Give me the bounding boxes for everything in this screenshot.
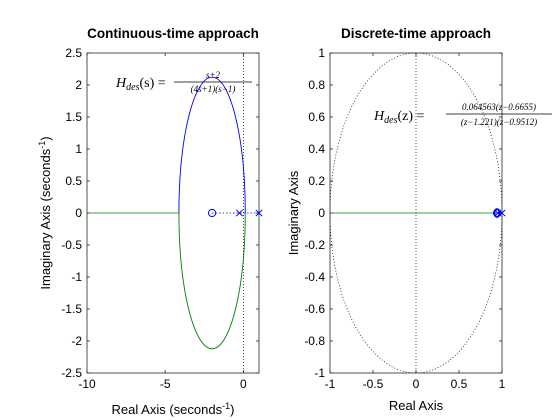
continuous-xlabel: Real Axis (seconds-1) (112, 401, 235, 417)
discrete-xtick-label: 0.5 (451, 377, 468, 391)
discrete-ytick-label: -1 (314, 366, 325, 380)
continuous-ytick-label: -0.5 (61, 238, 82, 252)
continuous-eq-denominator: (4s+1)(s−1) (191, 84, 236, 94)
discrete-axis-ticks: -1 -0.5 0 0.5 1 -1 -0.8 -0.6 -0.4 -0.2 0 0.2 0.4 0.6 0… (304, 46, 505, 391)
discrete-xlabel: Real Axis (389, 398, 444, 413)
discrete-xtick-label: -0.5 (363, 377, 384, 391)
discrete-ytick-label: -0.6 (304, 302, 325, 316)
continuous-transfer-function: Hdes(s) = s+2 (4s+1)(s−1) (115, 70, 252, 94)
discrete-locus-loop (493, 208, 501, 218)
discrete-ytick-label: 0 (318, 206, 325, 220)
continuous-eq-numerator: s+2 (206, 70, 221, 80)
continuous-xtick-label: -5 (160, 377, 171, 391)
continuous-ylabel: Imaginary Axis (seconds-1) (37, 136, 53, 289)
continuous-eq-lhs: Hdes(s) = (115, 76, 166, 93)
continuous-xtick-label: 0 (240, 377, 247, 391)
discrete-eq-numerator: 0.064563(z−0.6655) (462, 102, 536, 112)
discrete-ytick-label: -0.8 (304, 334, 325, 348)
continuous-ytick-label: 0.5 (65, 174, 82, 188)
continuous-locus (87, 76, 259, 350)
discrete-eq-lhs: Hdes(z) = (373, 109, 425, 126)
continuous-ytick-label: 1.5 (65, 110, 82, 124)
continuous-ytick-label: -1.5 (61, 302, 82, 316)
discrete-ytick-label: 0.6 (308, 110, 325, 124)
discrete-ytick-label: 0.4 (308, 142, 325, 156)
discrete-ytick-label: 0.2 (308, 174, 325, 188)
discrete-title: Discrete-time approach (341, 26, 491, 41)
continuous-lower-branch (178, 212, 246, 350)
continuous-title: Continuous-time approach (87, 26, 259, 41)
discrete-pole-zero-markers (492, 208, 506, 218)
discrete-transfer-function: Hdes(z) = 0.064563(z−0.6655) (z−1.221)(z… (373, 102, 552, 127)
discrete-zero-marker (492, 208, 502, 218)
discrete-xtick-label: 1 (499, 377, 506, 391)
discrete-ytick-label: -0.2 (304, 238, 325, 252)
continuous-zero-marker (207, 208, 217, 218)
continuous-ytick-label: -1 (71, 270, 82, 284)
discrete-xtick-label: -1 (325, 377, 336, 391)
discrete-xtick-label: 0 (413, 377, 420, 391)
discrete-time-plot: -1 -0.5 0 0.5 1 -1 -0.8 -0.6 -0.4 -0.2 0 0.2 0.4 0.6 0… (286, 26, 552, 413)
continuous-time-plot: -10 -5 0 -2.5 -2 -1.5 -1 -0.5 0 0.5 1 1.5 2 2.5 Conti… (37, 26, 263, 417)
discrete-ylabel: Imaginary Axis (286, 170, 301, 255)
discrete-ytick-label: 1 (318, 46, 325, 60)
continuous-ytick-label: -2.5 (61, 366, 82, 380)
discrete-ytick-label: 0.8 (308, 78, 325, 92)
continuous-ytick-label: 1 (75, 142, 82, 156)
discrete-ytick-label: -0.4 (304, 270, 325, 284)
continuous-axis-ticks: -10 -5 0 -2.5 -2 -1.5 -1 -0.5 0 0.5 1 1.5 2 2.5 (61, 46, 259, 391)
continuous-ytick-label: 0 (75, 206, 82, 220)
continuous-pole-marker (235, 209, 244, 217)
continuous-upper-branch (178, 76, 246, 214)
discrete-axes-box (329, 52, 503, 374)
continuous-ytick-label: 2 (75, 78, 82, 92)
continuous-axes-box (86, 52, 260, 374)
continuous-ytick-label: 2.5 (65, 46, 82, 60)
continuous-ytick-label: -2 (71, 334, 82, 348)
continuous-xtick-label: -10 (78, 377, 96, 391)
discrete-eq-denominator: (z−1.221)(z−0.9512) (461, 117, 537, 127)
